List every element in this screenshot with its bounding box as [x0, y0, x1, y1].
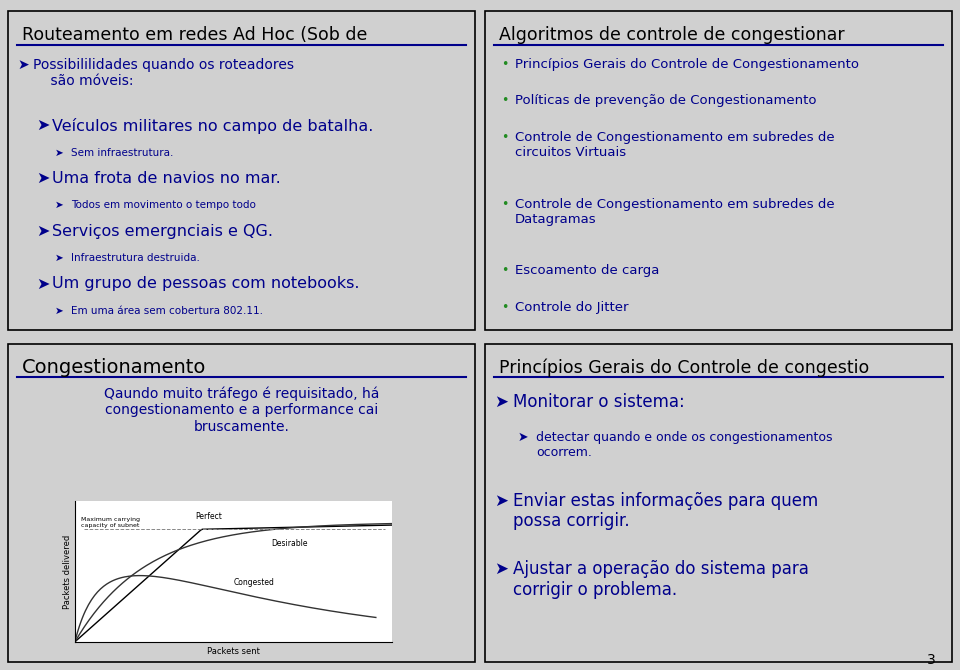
Text: Desirable: Desirable [272, 539, 308, 548]
Text: ➤: ➤ [55, 200, 63, 210]
Text: ➤: ➤ [517, 431, 528, 444]
Text: 3: 3 [927, 653, 936, 667]
Text: Uma frota de navios no mar.: Uma frota de navios no mar. [52, 171, 281, 186]
Text: ➤: ➤ [36, 224, 49, 239]
Text: •: • [501, 131, 509, 144]
Y-axis label: Packets delivered: Packets delivered [63, 535, 72, 608]
Text: •: • [501, 94, 509, 107]
Text: •: • [501, 198, 509, 210]
Text: Congestionamento: Congestionamento [22, 358, 206, 377]
Text: ➤: ➤ [55, 306, 63, 316]
Text: ➤: ➤ [494, 492, 508, 510]
Text: Controle de Congestionamento em subredes de
Datagramas: Controle de Congestionamento em subredes… [516, 198, 835, 226]
Text: ➤: ➤ [17, 58, 29, 72]
Text: ➤: ➤ [36, 277, 49, 291]
Text: ➤: ➤ [36, 171, 49, 186]
Text: Serviços emergnciais e QG.: Serviços emergnciais e QG. [52, 224, 273, 239]
Text: Ajustar a operação do sistema para
corrigir o problema.: Ajustar a operação do sistema para corri… [513, 560, 808, 599]
Text: •: • [501, 265, 509, 277]
Text: ➤: ➤ [36, 118, 49, 133]
Text: Princípios Gerais do Controle de congestio: Princípios Gerais do Controle de congest… [499, 358, 869, 377]
Text: Veículos militares no campo de batalha.: Veículos militares no campo de batalha. [52, 118, 373, 134]
Text: ➤: ➤ [494, 393, 508, 411]
Text: Routeamento em redes Ad Hoc (Sob de: Routeamento em redes Ad Hoc (Sob de [22, 25, 367, 44]
Text: Sem infraestrutura.: Sem infraestrutura. [71, 147, 173, 157]
Text: Monitorar o sistema:: Monitorar o sistema: [513, 393, 684, 411]
Text: Algoritmos de controle de congestionar: Algoritmos de controle de congestionar [499, 25, 845, 44]
Text: Qaundo muito tráfego é requisitado, há
congestionamento e a performance cai
brus: Qaundo muito tráfego é requisitado, há c… [104, 387, 379, 433]
Text: •: • [501, 58, 509, 70]
Text: Possibililidades quando os roteadores
    são móveis:: Possibililidades quando os roteadores sã… [34, 58, 295, 88]
Text: •: • [501, 301, 509, 314]
Text: ➤: ➤ [55, 147, 63, 157]
Text: Controle de Congestionamento em subredes de
circuitos Virtuais: Controle de Congestionamento em subredes… [516, 131, 835, 159]
Text: Em uma área sem cobertura 802.11.: Em uma área sem cobertura 802.11. [71, 306, 263, 316]
X-axis label: Packets sent: Packets sent [206, 647, 260, 657]
Text: Perfect: Perfect [195, 512, 222, 521]
Text: Enviar estas informações para quem
possa corrigir.: Enviar estas informações para quem possa… [513, 492, 818, 531]
Text: Todos em movimento o tempo todo: Todos em movimento o tempo todo [71, 200, 255, 210]
Text: Maximum carrying
capacity of subnet: Maximum carrying capacity of subnet [82, 517, 140, 528]
Text: detectar quando e onde os congestionamentos
ocorrem.: detectar quando e onde os congestionamen… [537, 431, 832, 459]
Text: Controle do Jitter: Controle do Jitter [516, 301, 629, 314]
Text: Um grupo de pessoas com notebooks.: Um grupo de pessoas com notebooks. [52, 277, 360, 291]
Text: ➤: ➤ [494, 560, 508, 578]
Text: ➤: ➤ [55, 253, 63, 263]
Text: Políticas de prevenção de Congestionamento: Políticas de prevenção de Congestionamen… [516, 94, 817, 107]
Text: Escoamento de carga: Escoamento de carga [516, 265, 660, 277]
Text: Princípios Gerais do Controle de Congestionamento: Princípios Gerais do Controle de Congest… [516, 58, 859, 70]
Text: Congested: Congested [233, 578, 275, 588]
Text: Infraestrutura destruida.: Infraestrutura destruida. [71, 253, 200, 263]
